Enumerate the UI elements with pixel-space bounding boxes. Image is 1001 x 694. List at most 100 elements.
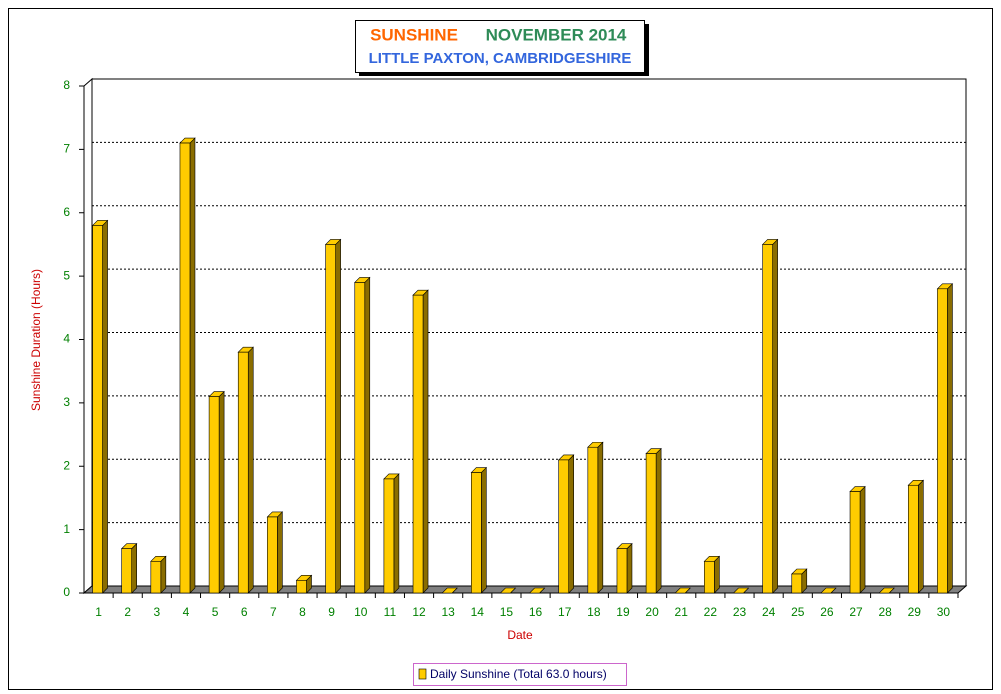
x-tick-label: 26 — [820, 605, 834, 619]
x-tick-label: 14 — [471, 605, 485, 619]
bar-front — [791, 573, 803, 594]
x-tick-label: 3 — [153, 605, 160, 619]
bar-front — [383, 478, 395, 594]
x-tick-label: 20 — [645, 605, 659, 619]
y-axis-label: Sunshine Duration (Hours) — [29, 269, 43, 411]
y-tick-label: 5 — [63, 268, 70, 282]
x-tick-label: 5 — [212, 605, 219, 619]
x-tick-label: 29 — [908, 605, 922, 619]
bar-side — [364, 276, 371, 594]
y-tick-label: 3 — [63, 395, 70, 409]
bar — [179, 137, 196, 594]
bar-side — [131, 542, 137, 594]
bar-front — [150, 561, 162, 594]
bar-side — [189, 137, 196, 594]
x-tick-label: 13 — [441, 605, 455, 619]
bar — [499, 587, 517, 594]
bar — [791, 568, 808, 594]
bar-front — [937, 288, 948, 594]
bar-front — [762, 244, 773, 594]
bar-top — [528, 587, 546, 594]
x-tick-label: 4 — [183, 605, 190, 619]
y-tick-label: 2 — [63, 458, 70, 472]
x-tick-label: 24 — [762, 605, 776, 619]
bar — [412, 289, 429, 594]
bar-side — [160, 555, 167, 594]
bar — [936, 283, 954, 594]
y-tick-label: 1 — [63, 522, 70, 536]
bar — [354, 276, 371, 594]
legend-label: Daily Sunshine (Total 63.0 hours) — [430, 667, 607, 681]
left-wall — [83, 77, 93, 595]
bar-front — [616, 548, 628, 594]
x-tick-label: 22 — [704, 605, 718, 619]
y-tick-label: 8 — [63, 78, 70, 92]
bar — [208, 390, 225, 594]
bar-side — [714, 555, 720, 594]
bar — [820, 587, 837, 594]
bar-front — [587, 446, 599, 594]
bar — [587, 441, 604, 594]
bar-side — [597, 441, 604, 594]
y-tick-label: 4 — [63, 332, 70, 346]
legend: Daily Sunshine (Total 63.0 hours) — [413, 663, 627, 686]
bar — [266, 511, 284, 594]
bar-top — [878, 587, 895, 594]
legend-box — [413, 663, 627, 686]
y-tick-label: 0 — [63, 585, 70, 599]
bar-side — [947, 283, 953, 594]
bar-side — [277, 511, 283, 594]
bar — [878, 587, 895, 594]
y-tick-label: 7 — [63, 142, 70, 156]
bar — [237, 346, 254, 594]
bar — [528, 587, 546, 594]
bar — [732, 587, 750, 594]
bar — [761, 238, 779, 594]
bar-front — [470, 472, 482, 594]
x-tick-label: 11 — [384, 605, 397, 619]
title-part: NOVEMBER 2014 — [486, 25, 627, 44]
bar-side — [655, 447, 662, 594]
bar — [907, 479, 925, 594]
bar — [91, 219, 109, 594]
x-tick-label: 25 — [791, 605, 805, 619]
bar-front — [907, 484, 919, 594]
x-tick-label: 18 — [587, 605, 601, 619]
bar — [150, 555, 167, 594]
bar-front — [237, 351, 249, 594]
x-axis-label: Date — [507, 628, 533, 642]
bar-side — [102, 219, 108, 594]
x-tick-label: 30 — [937, 605, 951, 619]
bar-front — [121, 548, 132, 594]
bar-front — [267, 516, 278, 594]
x-tick-label: 15 — [500, 605, 514, 619]
legend-swatch — [418, 668, 427, 680]
bar-side — [393, 473, 400, 594]
bar-side — [218, 390, 225, 594]
bar-side — [772, 238, 778, 594]
subtitle: LITTLE PAXTON, CAMBRIDGESHIRE — [369, 50, 632, 67]
x-tick-label: 16 — [529, 605, 543, 619]
bar-front — [92, 225, 103, 594]
x-tick-label: 2 — [124, 605, 131, 619]
bar-front — [354, 282, 366, 594]
x-tick-label: 9 — [328, 605, 335, 619]
bar — [674, 587, 691, 594]
bar-top — [732, 587, 750, 594]
bar — [324, 238, 342, 594]
bar-side — [247, 346, 254, 594]
bar-front — [704, 561, 715, 594]
x-tick-label: 7 — [270, 605, 277, 619]
bar — [120, 542, 138, 594]
x-tick-label: 28 — [878, 605, 892, 619]
bar-front — [849, 491, 861, 594]
x-tick-label: 10 — [354, 605, 368, 619]
x-tick-label: 23 — [733, 605, 747, 619]
bar-side — [568, 454, 575, 594]
bar — [557, 454, 575, 594]
bar-front — [325, 244, 336, 594]
x-tick-label: 8 — [299, 605, 306, 619]
bar-side — [917, 479, 924, 594]
y-tick-label: 6 — [63, 205, 70, 219]
